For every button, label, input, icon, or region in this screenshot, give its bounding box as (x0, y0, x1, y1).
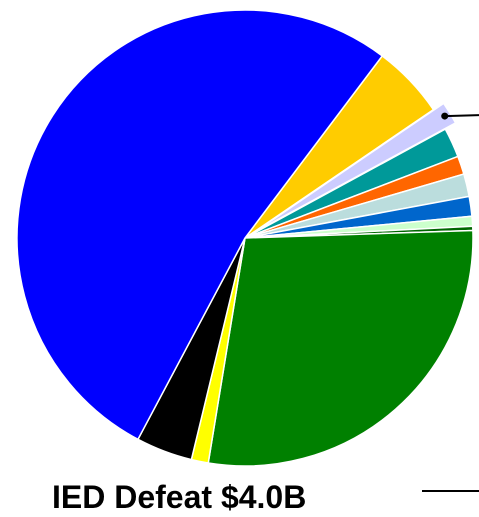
pie-slice-9 (207, 229, 474, 467)
pie-slice-12 (16, 9, 384, 441)
ied-defeat-label: IED Defeat $4.0B (52, 479, 306, 515)
pie-slice-2 (254, 102, 457, 233)
leader-lines (441, 112, 479, 120)
pie-slices (16, 9, 474, 467)
leader-line-2 (444, 114, 479, 118)
